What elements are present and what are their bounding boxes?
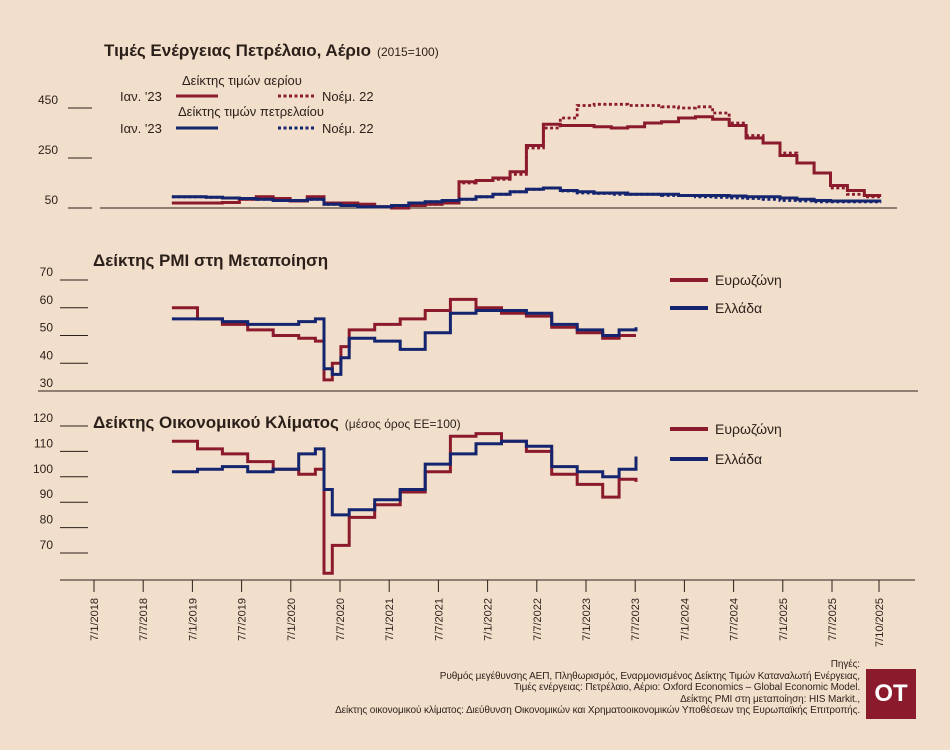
legend-label: Ευρωζώνη: [715, 421, 782, 437]
legend-oil-solid-label: Ιαν. '23: [120, 121, 162, 136]
y-tick-label: 110: [34, 436, 53, 450]
sources-line: Πηγές:: [830, 659, 860, 670]
x-tick-label: 7/7/2019: [237, 598, 249, 641]
y-tick-label: 30: [40, 376, 54, 390]
x-tick-label: 7/7/2018: [138, 598, 150, 641]
x-tick-label: 7/7/2021: [433, 598, 445, 641]
x-tick-label: 7/1/2018: [89, 598, 101, 641]
ot-logo: OT: [866, 669, 916, 719]
y-tick-label: 100: [33, 462, 53, 476]
y-tick-label: 250: [38, 143, 58, 157]
y-tick-label: 50: [40, 321, 54, 335]
x-tick-label: 7/1/2025: [778, 598, 790, 641]
y-tick-label: 40: [40, 348, 54, 362]
chart-title: Τιμές Ενέργειας Πετρέλαιο, Αέριο (2015=10…: [104, 41, 439, 60]
x-axis: 7/1/2018 7/7/2018 7/1/2019 7/7/2019 7/1/2020…: [89, 580, 886, 647]
chart-panel-3: Δείκτης Οικονομικού Κλίματος (μέσος όρος …: [33, 411, 915, 581]
sources-note: Πηγές: Ρυθμός μεγέθυνσης ΑΕΠ, Πληθωρισμό…: [335, 659, 860, 717]
y-tick-label: 450: [38, 93, 58, 107]
y-tick-label: 90: [40, 487, 54, 501]
series-line: [171, 309, 638, 376]
x-tick-label: 7/1/2021: [384, 598, 396, 641]
series-line: [171, 432, 638, 575]
chart-subtitle: (μέσος όρος ΕΕ=100): [345, 417, 461, 431]
legend-gas-dashed-label: Νοέμ. 22: [322, 89, 374, 104]
y-tick-label: 70: [40, 265, 54, 279]
x-tick-label: 7/1/2022: [483, 598, 495, 641]
y-tick-label: 120: [33, 411, 53, 425]
legend-gas-solid-label: Ιαν. '23: [120, 89, 162, 104]
chart-subtitle: (2015=100): [377, 45, 439, 59]
chart-title-text: Δείκτης Οικονομικού Κλίματος: [93, 413, 339, 432]
chart-title: Δείκτης PMI στη Μεταποίηση: [93, 251, 328, 270]
series-line: [171, 297, 636, 382]
chart-panel-1: Τιμές Ενέργειας Πετρέλαιο, Αέριο (2015=10…: [38, 41, 897, 210]
y-tick-label: 80: [40, 513, 54, 527]
x-tick-label: 7/10/2025: [874, 598, 886, 647]
legend-oil-dashed-label: Νοέμ. 22: [322, 121, 374, 136]
chart-title-text: Δείκτης PMI στη Μεταποίηση: [93, 251, 328, 270]
y-tick-label: 50: [45, 193, 59, 207]
x-tick-label: 7/1/2023: [581, 598, 593, 641]
x-tick-label: 7/1/2019: [187, 598, 199, 641]
x-tick-label: 7/7/2020: [335, 598, 347, 641]
sources-line: Ρυθμός μεγέθυνσης ΑΕΠ, Πληθωρισμός, Εναρ…: [439, 670, 860, 682]
x-tick-label: 7/1/2024: [679, 598, 691, 641]
series-line: [171, 439, 638, 517]
chart-panel-2: Δείκτης PMI στη Μεταποίηση 30 40 50 60 70 Ευρω…: [38, 251, 918, 392]
series-line: [171, 186, 882, 209]
chart-title: Δείκτης Οικονομικού Κλίματος (μέσος όρος …: [93, 413, 461, 432]
legend-label: Ελλάδα: [715, 300, 762, 316]
legend-label: Ελλάδα: [715, 451, 762, 467]
logo-text: OT: [874, 680, 908, 707]
legend-gas-header: Δείκτης τιμών αερίου: [182, 73, 302, 88]
chart-title-text: Τιμές Ενέργειας Πετρέλαιο, Αέριο: [104, 41, 371, 60]
x-tick-label: 7/7/2024: [729, 598, 741, 641]
legend-oil-header: Δείκτης τιμών πετρελαίου: [178, 104, 324, 119]
x-tick-label: 7/7/2022: [532, 598, 544, 641]
sources-line: Δείκτης οικονομικού κλίματος: Διεύθυνση …: [335, 705, 860, 717]
sources-line: Τιμές ενέργειας: Πετρέλαιο, Αέριο: Oxfor…: [513, 682, 860, 694]
y-tick-label: 60: [40, 293, 54, 307]
y-tick-label: 70: [40, 538, 54, 552]
x-tick-label: 7/1/2020: [286, 598, 298, 641]
sources-line: Δείκτης PMI στη μεταποίηση: HIS Markit.,: [680, 693, 860, 705]
legend-label: Ευρωζώνη: [715, 272, 782, 288]
x-tick-label: 7/7/2023: [630, 598, 642, 641]
x-tick-label: 7/7/2025: [827, 598, 839, 641]
